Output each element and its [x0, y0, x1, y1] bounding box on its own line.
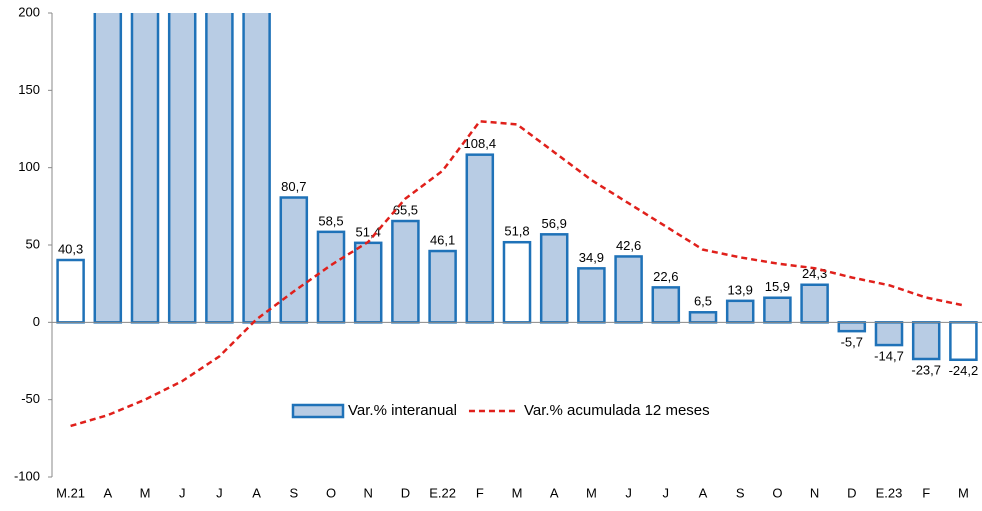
data-label: 51,4 [356, 224, 381, 239]
bar [577, 267, 606, 324]
x-tick-label: S [289, 485, 298, 500]
bar [428, 249, 457, 324]
bar [130, 13, 160, 324]
x-tick-label: J [216, 485, 223, 500]
x-tick-label: D [401, 485, 410, 500]
data-label: 65,5 [393, 202, 418, 217]
y-tick-label: 0 [33, 314, 40, 329]
data-label: 15,9 [765, 279, 790, 294]
data-label: 34,9 [579, 250, 604, 265]
bar [167, 13, 197, 324]
y-tick-label: -50 [21, 391, 40, 406]
x-tick-label: J [179, 485, 186, 500]
bar [800, 283, 829, 324]
data-label: 108,4 [464, 136, 497, 151]
bar [465, 153, 495, 324]
y-tick-label: -100 [14, 468, 40, 483]
data-label: 80,7 [281, 179, 306, 194]
x-tick-label: F [476, 485, 484, 500]
data-label: 40,3 [58, 241, 83, 256]
x-tick-label: N [810, 485, 819, 500]
x-tick-label: M [512, 485, 523, 500]
y-tick-label: 100 [18, 159, 40, 174]
x-tick-label: M [140, 485, 151, 500]
y-tick-label: 50 [26, 236, 40, 251]
x-tick-label: D [847, 485, 856, 500]
x-tick-label: M [958, 485, 969, 500]
x-tick-label: M.21 [56, 485, 85, 500]
data-label: 56,9 [542, 216, 567, 231]
y-tick-label: 200 [18, 4, 40, 19]
bar [614, 255, 643, 324]
data-label: 13,9 [728, 282, 753, 297]
bar [205, 13, 234, 324]
x-tick-label: O [772, 485, 782, 500]
x-tick-label: M [586, 485, 597, 500]
x-tick-label: O [326, 485, 336, 500]
data-label: 58,5 [318, 213, 343, 228]
bar [911, 321, 941, 361]
data-label: 46,1 [430, 232, 455, 247]
data-label: 51,8 [504, 224, 529, 239]
bar [874, 321, 904, 347]
bar [688, 311, 718, 324]
y-tick-label: 150 [18, 82, 40, 97]
data-label: 42,6 [616, 238, 641, 253]
bar [316, 230, 346, 324]
bar-layer [56, 13, 978, 362]
x-tick-label: F [922, 485, 930, 500]
bar [279, 196, 309, 324]
legend-label: Var.% acumulada 12 meses [524, 402, 710, 419]
bar [242, 13, 271, 324]
x-tick-label: S [736, 485, 745, 500]
x-tick-label: A [252, 485, 261, 500]
bar [725, 299, 755, 324]
x-tick-label: E.23 [876, 485, 903, 500]
bar [502, 240, 532, 324]
bar [353, 241, 383, 324]
legend-swatch [291, 403, 345, 419]
x-tick-label: N [364, 485, 373, 500]
data-label: -5,7 [841, 335, 863, 350]
x-tick-label: A [103, 485, 112, 500]
bar [539, 233, 569, 324]
data-label: 22,6 [653, 269, 678, 284]
x-tick-label: A [550, 485, 559, 500]
bar [56, 258, 85, 324]
legend-label: Var.% interanual [348, 402, 457, 419]
bar [391, 219, 420, 324]
data-label: -23,7 [911, 362, 941, 377]
line [70, 120, 964, 428]
x-tick-label: A [699, 485, 708, 500]
x-tick-label: J [625, 485, 632, 500]
bar [763, 296, 792, 324]
bar [949, 321, 978, 362]
x-tick-label: E.22 [429, 485, 456, 500]
bar [651, 286, 681, 324]
x-tick-label: J [663, 485, 670, 500]
bar [93, 13, 123, 324]
bar [837, 321, 867, 333]
data-label: -24,2 [949, 363, 979, 378]
data-label: 6,5 [694, 294, 712, 309]
data-label: -14,7 [874, 349, 904, 364]
